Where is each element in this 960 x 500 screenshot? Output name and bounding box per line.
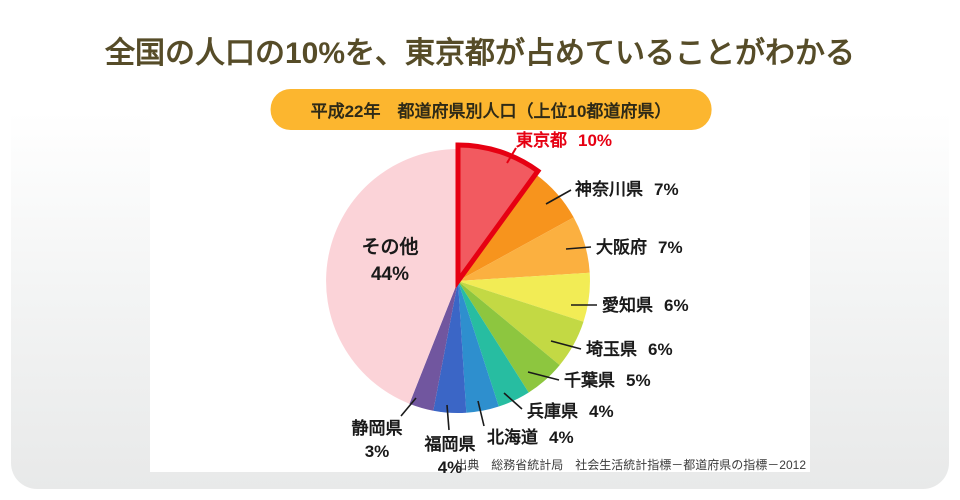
leader-line-saitama [550,340,582,350]
pie-slice-tokyo [455,142,542,289]
leader-line-shizuoka [400,397,417,417]
source-credit: 出典 総務省統計局 社会生活統計指標－都道府県の指標－2012 [455,458,806,472]
leader-line-fukuoka [446,404,450,431]
page-title: 全国の人口の10%を、東京都が占めていることがわかる [104,37,856,70]
pie-slice-others [326,149,458,404]
pie-slice-fukuoka [433,281,467,413]
leader-line-kanagawa [545,189,572,205]
pie-slice-saitama [458,281,584,366]
leader-line-hokkaido [477,400,485,427]
leader-line-chiba [527,371,560,381]
pie-slice-kanagawa [458,174,574,281]
pie-slice-shizuoka [409,281,458,411]
pie-slice-aichi [458,272,590,322]
pie-slice-hokkaido [458,281,499,413]
leader-line-hyogo [503,392,523,410]
pie-slice-chiba [458,281,560,393]
leader-line-osaka [565,246,592,250]
pie-slice-osaka [458,217,590,281]
pie-slice-hyogo [458,281,529,407]
chart-title-badge: 平成22年 都道府県別人口（上位10都道府県） [270,89,712,130]
leader-line-tokyo [506,147,517,164]
